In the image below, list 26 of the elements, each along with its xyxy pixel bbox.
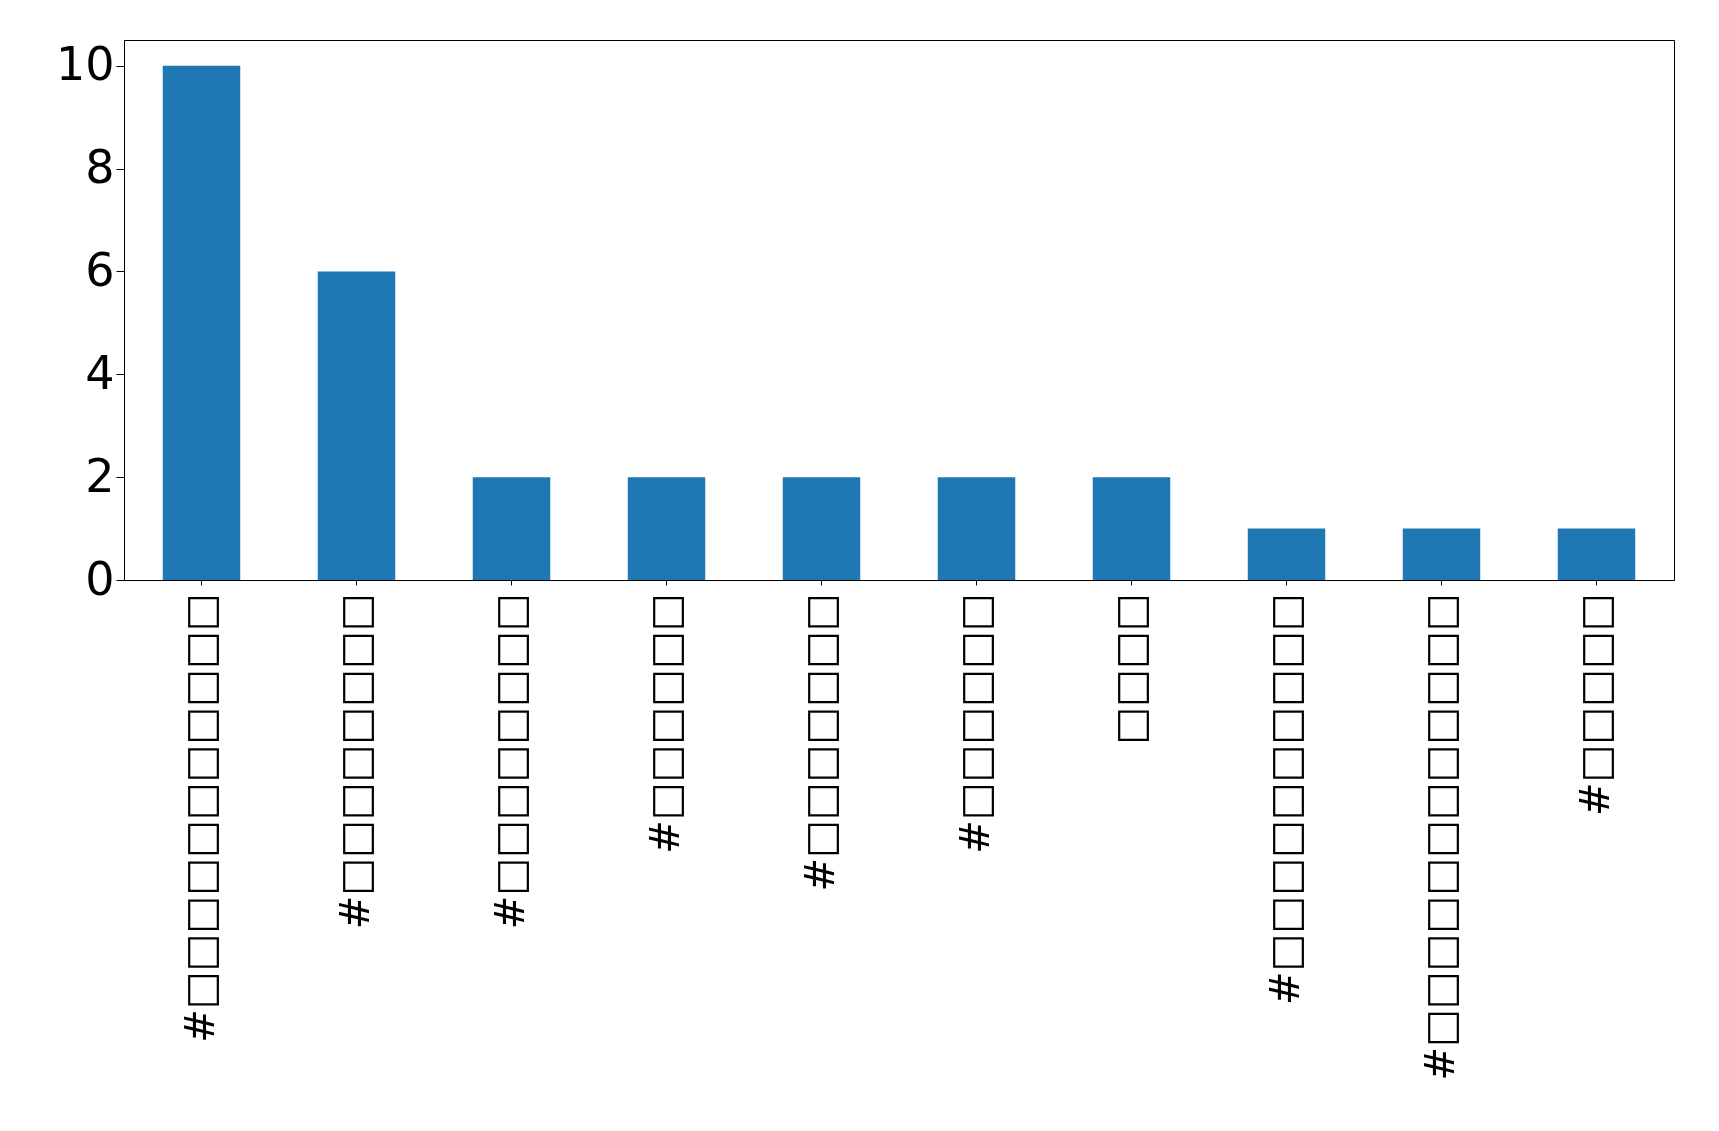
y-tick-label: 4	[85, 345, 115, 400]
bar	[317, 271, 396, 580]
x-tick-label: #□□□□□□□	[796, 593, 843, 892]
bar	[472, 477, 551, 580]
bar	[1247, 528, 1326, 580]
y-tick-label: 6	[85, 242, 115, 297]
x-tick-label: #□□□□□□	[641, 593, 688, 854]
x-tick-label: #□□□□□□□□	[486, 593, 533, 930]
y-tick-label: 10	[55, 37, 115, 92]
x-tick-label: #□□□□□	[1571, 593, 1618, 816]
x-tick-label: □□□□	[1106, 593, 1153, 745]
y-tick-label: 8	[85, 140, 115, 195]
x-tick-label: #□□□□□□□□□□	[1261, 593, 1308, 1005]
y-tick-label: 0	[85, 551, 115, 606]
bar	[162, 65, 241, 580]
y-tick-label: 2	[85, 448, 115, 503]
bar	[627, 477, 706, 580]
x-tick-label: #□□□□□□□□□□□□	[1416, 593, 1463, 1081]
x-tick-label: #□□□□□□□□□□□	[176, 593, 223, 1043]
bar	[1092, 477, 1171, 580]
bar	[1557, 528, 1636, 580]
bar	[782, 477, 861, 580]
x-tick-label: #□□□□□□	[951, 593, 998, 854]
x-tick-label: #□□□□□□□□	[331, 593, 378, 930]
bar	[1402, 528, 1481, 580]
bar	[937, 477, 1016, 580]
